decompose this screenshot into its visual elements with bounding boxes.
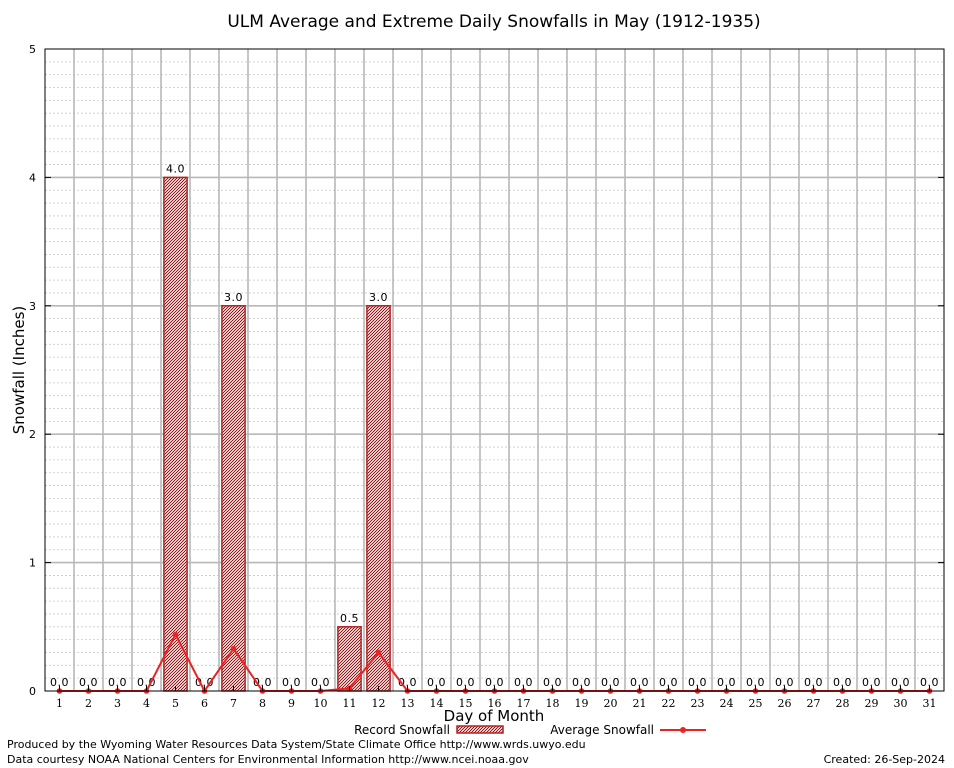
record-value-label: 0.0	[79, 676, 98, 689]
record-value-label: 0.0	[862, 676, 881, 689]
x-tick-label: 9	[288, 697, 295, 710]
x-tick-label: 13	[401, 697, 415, 710]
x-tick-label: 29	[865, 697, 879, 710]
record-value-label: 0.5	[340, 612, 359, 625]
legend: Record Snowfall Average Snowfall	[354, 723, 706, 737]
x-tick-label: 20	[604, 697, 618, 710]
legend-record-label: Record Snowfall	[354, 723, 450, 737]
y-axis-label: Snowfall (Inches)	[10, 306, 28, 434]
record-value-label: 0.0	[137, 676, 156, 689]
legend-record-swatch	[456, 725, 504, 734]
record-bar-day-12	[366, 305, 391, 692]
x-tick-label: 18	[546, 697, 560, 710]
legend-average-label: Average Snowfall	[550, 723, 654, 737]
average-point-day-5	[172, 631, 179, 638]
x-tick-label: 23	[691, 697, 705, 710]
x-tick-label: 24	[720, 697, 734, 710]
record-value-label: 0.0	[456, 676, 475, 689]
record-value-label: 0.0	[804, 676, 823, 689]
record-value-label: 0.0	[485, 676, 504, 689]
record-bar-day-5	[163, 176, 188, 692]
record-value-label: 0.0	[50, 676, 69, 689]
legend-average-marker	[680, 727, 686, 733]
footer-data-courtesy: Data courtesy NOAA National Centers for …	[7, 753, 529, 766]
x-tick-label: 5	[172, 697, 179, 710]
record-value-label: 0.0	[630, 676, 649, 689]
x-tick-label: 4	[143, 697, 150, 710]
record-bar-day-11	[337, 626, 362, 692]
x-tick-label: 25	[749, 697, 763, 710]
chart-title: ULM Average and Extreme Daily Snowfalls …	[227, 12, 760, 32]
footer-created: Created: 26-Sep-2024	[824, 753, 945, 766]
y-tick-label: 2	[29, 428, 36, 441]
x-tick-label: 15	[459, 697, 473, 710]
record-value-label: 0.0	[282, 676, 301, 689]
x-tick-label: 8	[259, 697, 266, 710]
x-tick-label: 12	[372, 697, 386, 710]
x-tick-label: 6	[201, 697, 208, 710]
y-tick-label: 4	[29, 171, 36, 184]
footer-produced-by: Produced by the Wyoming Water Resources …	[7, 738, 586, 751]
x-tick-label: 28	[836, 697, 850, 710]
x-tick-label: 11	[343, 697, 357, 710]
record-value-label: 3.0	[224, 291, 243, 304]
record-bar-day-7	[221, 305, 246, 692]
record-value-label: 0.0	[311, 676, 330, 689]
x-tick-label: 1	[56, 697, 63, 710]
record-value-label: 0.0	[253, 676, 272, 689]
record-value-label: 0.0	[659, 676, 678, 689]
x-tick-label: 17	[517, 697, 531, 710]
record-value-label: 0.0	[746, 676, 765, 689]
record-value-label: 0.0	[891, 676, 910, 689]
bars	[163, 176, 391, 692]
x-tick-label: 30	[894, 697, 908, 710]
x-axis-label: Day of Month	[444, 707, 545, 725]
x-tick-label: 26	[778, 697, 792, 710]
x-tick-label: 7	[230, 697, 237, 710]
x-tick-label: 27	[807, 697, 821, 710]
x-tick-label: 10	[314, 697, 328, 710]
record-value-label: 4.0	[166, 162, 185, 175]
record-value-label: 0.0	[427, 676, 446, 689]
record-value-label: 0.0	[920, 676, 939, 689]
bar-labels: 0.0 0.0 0.0 0.0 4.0 0.0 3.0 0.0 0.0 0.0 0.5 3.0 0.0 0…	[50, 162, 939, 689]
record-value-label: 0.0	[572, 676, 591, 689]
record-value-label: 0.0	[833, 676, 852, 689]
grid	[45, 49, 944, 691]
x-tick-label: 2	[85, 697, 92, 710]
x-tick-label: 22	[662, 697, 676, 710]
record-value-label: 0.0	[108, 676, 127, 689]
x-tick-label: 16	[488, 697, 502, 710]
record-value-label: 0.0	[514, 676, 533, 689]
record-value-label: 0.0	[688, 676, 707, 689]
y-axis-ticks: 0 1 2 3 4 5	[29, 43, 944, 698]
x-axis-ticks: 1 2 3 4 5 6 7 8 9 10 11 12 13 14 15 16 17 18 19 20 21 22 23 24 2…	[56, 686, 937, 710]
x-tick-label: 31	[923, 697, 937, 710]
x-tick-label: 3	[114, 697, 121, 710]
record-value-label: 3.0	[369, 291, 388, 304]
x-tick-label: 14	[430, 697, 444, 710]
record-value-label: 0.0	[717, 676, 736, 689]
y-tick-label: 5	[29, 43, 36, 56]
record-value-label: 0.0	[601, 676, 620, 689]
record-value-label: 0.0	[775, 676, 794, 689]
average-point-day-12	[375, 649, 382, 656]
y-tick-label: 3	[29, 300, 36, 313]
y-tick-label: 0	[29, 685, 36, 698]
average-point-day-7	[230, 645, 237, 652]
y-tick-label: 1	[29, 557, 36, 570]
record-value-label: 0.0	[543, 676, 562, 689]
x-tick-label: 21	[633, 697, 647, 710]
x-tick-label: 19	[575, 697, 589, 710]
